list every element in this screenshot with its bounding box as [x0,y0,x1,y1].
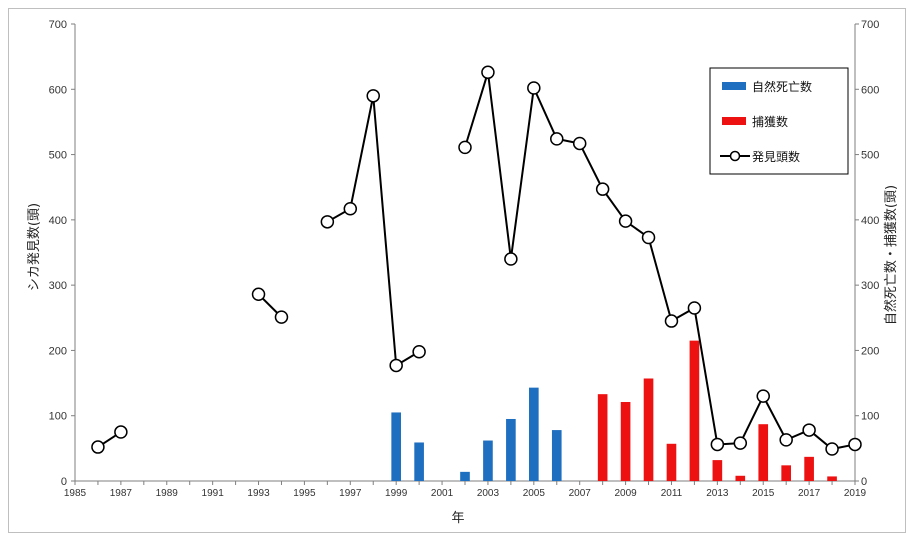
y-axis-left-title: シカ発見数(頭) [27,203,42,291]
x-tick-label: 1993 [247,488,270,499]
x-tick-label: 2013 [706,488,729,499]
bar-capture [735,475,746,481]
x-tick-label: 1997 [339,488,362,499]
y-tick-label-right: 200 [861,345,879,357]
x-tick-label: 2001 [431,488,454,499]
line-series [91,65,862,456]
bar-capture [712,460,723,481]
x-tick-label: 2009 [614,488,637,499]
x-tick-label: 1991 [202,488,225,499]
legend-label-natural-death: 自然死亡数 [752,79,812,94]
sighting-point [527,81,541,95]
bar-natural-death [460,471,470,481]
bar-capture [666,443,677,481]
bar-capture [804,456,814,481]
sighting-point [389,358,403,373]
x-tick-label: 2005 [523,488,546,499]
sighting-point [320,215,335,229]
sighting-point [687,301,702,315]
bar-capture [827,476,837,481]
sighting-point [572,136,587,151]
bar-capture [689,340,700,481]
x-tick-label: 2017 [798,488,821,499]
sighting-point [756,389,770,403]
tick-labels: 0 0 100 100 200 200 300 300 400 400 500 500 600 600 70… [49,19,880,499]
sighting-line-segment [326,95,420,368]
bars [391,340,837,481]
sighting-point [412,344,426,359]
sighting-point [779,433,793,447]
sighting-point [641,230,656,245]
bar-capture [781,465,791,481]
bar-natural-death [483,440,493,481]
y-tick-label-right: 0 [861,476,867,488]
y-tick-label-right: 300 [861,280,879,292]
sighting-point [664,314,679,328]
legend-swatch-sighting-marker [729,150,741,162]
y-tick-label-right: 100 [861,411,879,423]
bar-natural-death [391,412,401,481]
y-tick-label-right: 600 [861,84,879,96]
bar-natural-death [529,387,539,481]
y-tick-label-right: 400 [861,215,879,227]
legend-label-sighting: 発見頭数 [752,149,800,164]
legend-swatch-capture [722,117,746,125]
y-tick-label-left: 600 [49,84,67,96]
sighting-point [825,442,839,456]
legend-label-capture: 捕獲数 [752,114,788,129]
legend: 自然死亡数 捕獲数 発見頭数 [709,67,849,175]
bar-natural-death [506,418,516,481]
sighting-point [504,252,518,266]
bar-natural-death [551,430,562,481]
sighting-point [91,440,105,454]
sighting-point [481,65,495,80]
y-tick-label-right: 700 [861,19,879,31]
x-tick-label: 2003 [477,488,500,499]
sighting-point [343,202,358,216]
y-tick-label-left: 300 [49,280,67,292]
sighting-point [366,89,380,103]
bar-capture [620,402,631,481]
x-tick-label: 1995 [293,488,316,499]
y-tick-label-left: 0 [61,476,67,488]
y-tick-label-left: 200 [49,345,67,357]
y-tick-label-right: 500 [861,150,879,162]
y-tick-label-left: 100 [49,411,67,423]
bar-natural-death [414,442,424,481]
x-axis-title: 年 [451,511,464,526]
x-tick-label: 1987 [110,488,133,499]
sighting-point [114,425,128,439]
x-tick-label: 1989 [156,488,179,499]
sighting-point [618,214,633,228]
y-tick-label-left: 500 [49,150,67,162]
sighting-point [550,132,564,146]
x-tick-label: 2019 [844,488,867,499]
y-axis-right-title: 自然死亡数・捕獲数(頭) [883,185,899,325]
legend-swatch-natural-death [722,82,746,90]
bar-capture [597,394,608,481]
sighting-point [251,287,266,302]
y-tick-label-left: 400 [49,215,67,227]
sighting-point [274,310,289,324]
sighting-point [848,437,862,452]
x-tick-label: 1999 [385,488,408,499]
bar-capture [758,424,769,481]
sighting-point [802,423,816,437]
sighting-point [733,436,748,450]
bar-capture [643,378,654,481]
x-tick-label: 1985 [64,488,87,499]
sighting-point [458,140,472,155]
y-tick-label-left: 700 [49,19,67,31]
x-tick-label: 2015 [752,488,775,499]
sighting-point [595,182,610,196]
x-tick-label: 2007 [569,488,592,499]
x-tick-label: 2011 [661,488,683,499]
sighting-point [710,437,725,452]
